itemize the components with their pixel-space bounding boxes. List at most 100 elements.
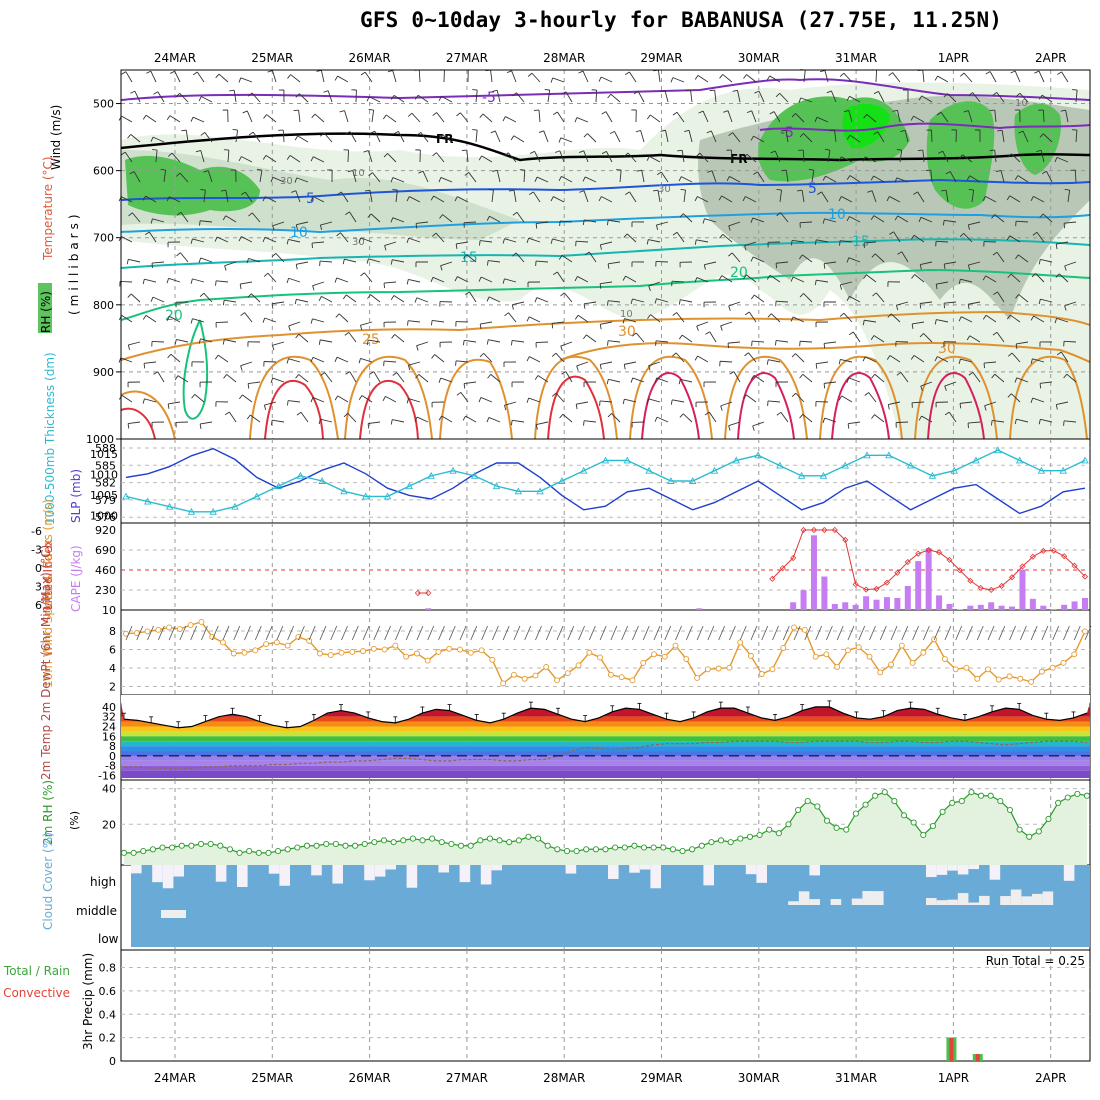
wind10m-line-point bbox=[435, 648, 442, 655]
wind-barb bbox=[848, 377, 861, 383]
wind-barb bbox=[960, 278, 973, 283]
wind-barb bbox=[656, 298, 669, 303]
wind-barb bbox=[250, 293, 261, 303]
wind-barb bbox=[727, 110, 733, 123]
wind-barb-flag bbox=[732, 89, 738, 92]
wind-barb-flag bbox=[438, 177, 442, 183]
wind-barb bbox=[1033, 315, 1045, 323]
wind10m-line-point bbox=[532, 672, 539, 679]
wind-barb bbox=[733, 371, 741, 383]
wind-barb bbox=[1011, 352, 1021, 363]
wind-barb-flag bbox=[454, 196, 458, 202]
wind-barb bbox=[296, 221, 309, 226]
cloud-high-gap bbox=[968, 865, 979, 870]
wind-barb-flag bbox=[744, 311, 750, 316]
cape-bar bbox=[1061, 604, 1068, 610]
wind-barb bbox=[802, 413, 813, 423]
wind-barb bbox=[890, 313, 901, 323]
wind-barb-flag bbox=[456, 391, 462, 396]
rh2m-point bbox=[910, 819, 917, 826]
wind-barb bbox=[824, 417, 837, 423]
wind-barb-flag bbox=[870, 215, 875, 221]
ylabel-rh: RH (%) bbox=[39, 291, 53, 333]
wind-barb-flag bbox=[578, 150, 584, 153]
wind-barb bbox=[418, 374, 429, 383]
wind-barb bbox=[528, 316, 541, 323]
wind-barb bbox=[124, 151, 133, 163]
thickness-line-point bbox=[231, 502, 239, 510]
wind-barb bbox=[626, 233, 637, 243]
wind10m-line-point bbox=[855, 644, 862, 651]
wind-barb-flag bbox=[295, 264, 298, 270]
wind-barb bbox=[494, 130, 501, 143]
thickness-line-point bbox=[253, 492, 261, 500]
wind-barb-flag bbox=[1018, 130, 1024, 134]
bottom-date-label: 24MAR bbox=[154, 1071, 196, 1085]
wind-barb-flag bbox=[720, 405, 723, 411]
wind-barb-flag bbox=[984, 405, 987, 411]
wind-barb-flag bbox=[248, 131, 254, 136]
precip-tick-label: 0.8 bbox=[99, 962, 117, 975]
wind-barb bbox=[600, 281, 613, 285]
cloud-high-gap bbox=[385, 865, 396, 870]
rh2m-point bbox=[602, 846, 609, 853]
wind-barb bbox=[145, 195, 157, 203]
wind10m-barb bbox=[847, 625, 855, 641]
wind-barb-flag bbox=[175, 172, 181, 177]
wind-barb-flag bbox=[407, 112, 413, 117]
wind-barb-flag bbox=[982, 275, 987, 281]
wind-barb bbox=[225, 215, 237, 223]
wind-barb-flag bbox=[174, 375, 179, 381]
cloud-middle-gap bbox=[862, 891, 873, 905]
wind-barb bbox=[466, 254, 477, 263]
wind-barb bbox=[177, 375, 189, 383]
wind-barb bbox=[344, 258, 357, 263]
wind-barb bbox=[582, 70, 589, 83]
wind-barb-flag bbox=[709, 89, 715, 92]
wind-barb-flag bbox=[478, 276, 482, 282]
wind-barb-flag bbox=[192, 71, 198, 76]
wind-barb-flag bbox=[248, 212, 253, 217]
wind-barb-flag bbox=[728, 132, 733, 137]
wind-barb-flag bbox=[190, 318, 193, 324]
wind-barb bbox=[624, 318, 637, 323]
wind-barb-flag bbox=[360, 272, 365, 277]
wind-barb bbox=[745, 196, 757, 203]
wind-barb-flag bbox=[430, 320, 433, 326]
rh2m-point bbox=[448, 840, 455, 847]
wind-barb-flag bbox=[694, 277, 698, 283]
thickness-line-point bbox=[340, 487, 348, 495]
wind-barb bbox=[1056, 241, 1069, 245]
cloud-high-gap bbox=[374, 865, 386, 877]
heat-loop-15 bbox=[927, 372, 985, 440]
wind-barb bbox=[649, 155, 661, 163]
bottom-date-label: 30MAR bbox=[738, 1071, 780, 1085]
wind-barb-flag bbox=[966, 335, 971, 341]
wind-barb-flag bbox=[166, 115, 171, 121]
wind-barb-flag bbox=[415, 223, 418, 229]
cloud-high-gap bbox=[215, 865, 227, 882]
wind-barb-flag bbox=[262, 155, 267, 160]
wind-barb-flag bbox=[238, 77, 242, 83]
thickness-line-point bbox=[906, 461, 915, 469]
wind-barb-flag bbox=[214, 236, 218, 242]
wind-barb-flag bbox=[1064, 188, 1070, 191]
wind-barb bbox=[367, 150, 373, 163]
wind-barb bbox=[576, 361, 589, 367]
rh2m-point bbox=[544, 842, 551, 849]
wind-barb bbox=[824, 341, 837, 344]
rh2m-tick-label: 40 bbox=[102, 783, 116, 796]
thickness-line-point bbox=[1081, 456, 1089, 464]
wind10m-barb bbox=[578, 625, 585, 641]
heat-loop-7 bbox=[547, 375, 605, 440]
wind-barb-flag bbox=[486, 339, 489, 345]
wind-barb-flag bbox=[504, 405, 507, 411]
wind-barb bbox=[392, 259, 405, 263]
wind-barb-flag bbox=[129, 171, 135, 175]
wind-barb bbox=[368, 339, 381, 343]
wind-barb bbox=[194, 394, 205, 403]
wind-barb bbox=[768, 400, 781, 403]
wind-barb bbox=[875, 292, 885, 303]
wind-barb bbox=[200, 257, 213, 263]
wind-barb bbox=[516, 212, 525, 223]
